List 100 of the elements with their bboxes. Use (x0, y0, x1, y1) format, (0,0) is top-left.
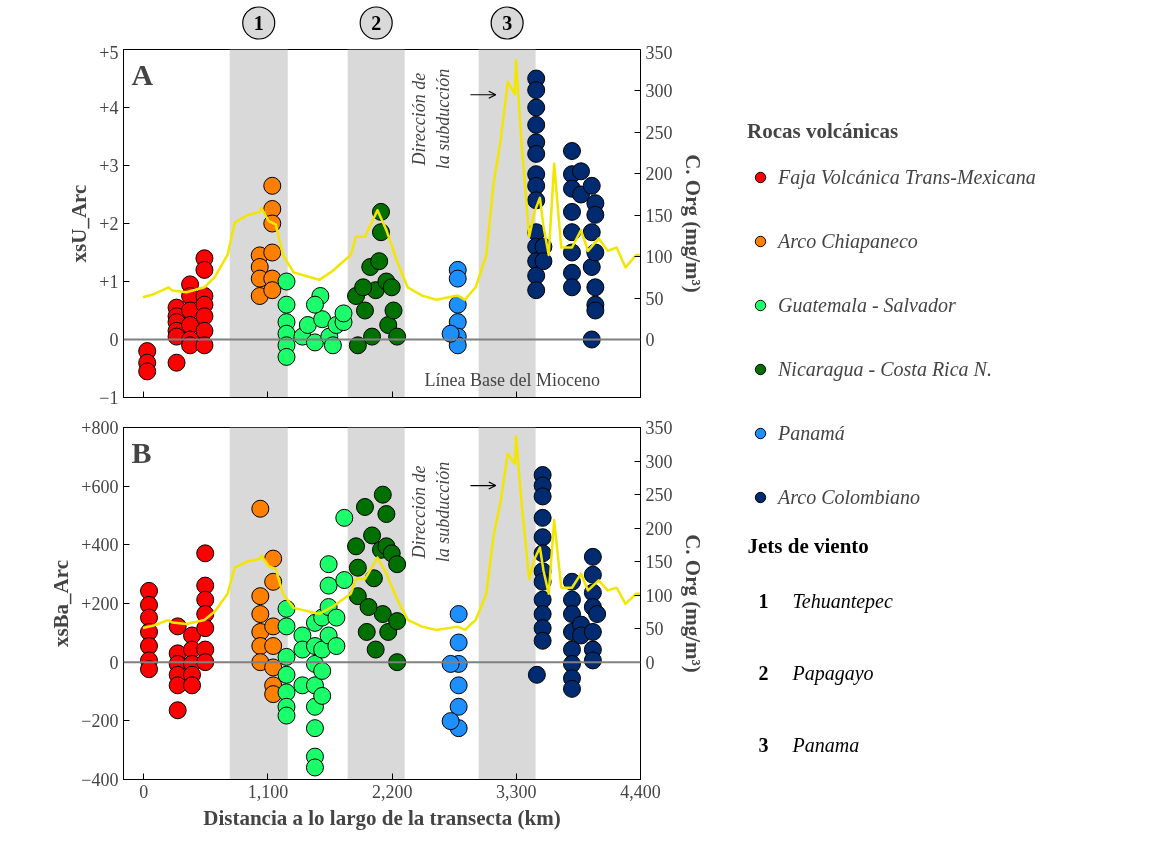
point (384, 301, 403, 320)
point (583, 622, 602, 641)
point (183, 676, 202, 695)
x-tick-label: 0 (139, 781, 149, 802)
point (449, 676, 468, 695)
point (562, 590, 581, 609)
legend-title: Jets de viento (747, 533, 869, 558)
x-tick-label: 1,100 (247, 781, 289, 802)
y-tick-label: +400 (81, 535, 119, 556)
legend-label: Faja Volcánica Trans-Mexicana (778, 165, 1036, 189)
x-axis-title: Distancia a lo largo de la transecta (km) (203, 805, 561, 830)
point (388, 612, 407, 631)
point (347, 537, 366, 556)
y2-tick-label: 350 (645, 42, 673, 63)
point (263, 176, 282, 195)
point (527, 144, 546, 163)
y-tick-label: +800 (81, 418, 119, 438)
point (335, 508, 354, 527)
text: Papagayo (791, 661, 874, 685)
point (364, 569, 383, 588)
point (335, 571, 354, 590)
y-tick-label: −400 (81, 770, 119, 790)
point (277, 272, 296, 291)
point (305, 295, 324, 314)
point (582, 258, 601, 276)
band-label: 1 (253, 12, 264, 34)
y-tick-label: −1 (99, 388, 119, 408)
point (449, 633, 468, 652)
point (534, 252, 553, 271)
y2-tick-label: 50 (645, 619, 664, 640)
point (527, 115, 546, 134)
y-tick-label: −200 (81, 711, 119, 732)
point (527, 98, 546, 117)
y-tick-label: 0 (109, 652, 119, 673)
y2-tick-label: 350 (645, 418, 673, 438)
point (388, 555, 407, 574)
point (449, 605, 468, 624)
point (448, 269, 467, 288)
point (195, 321, 214, 340)
point (377, 505, 396, 524)
point (373, 605, 392, 624)
y2-tick-label: 0 (645, 330, 655, 350)
point (533, 631, 552, 650)
text: 2 (758, 661, 769, 684)
point (527, 176, 546, 195)
point (196, 590, 215, 609)
y2-tick-label: 200 (645, 164, 673, 185)
annotation: B (131, 435, 152, 469)
point (195, 307, 214, 326)
point (277, 347, 296, 366)
x-tick-label: 4,400 (620, 781, 661, 802)
point (562, 263, 581, 282)
point (305, 719, 324, 738)
y-tick-label: 0 (109, 330, 119, 350)
annotation: Dirección de la subducción (408, 461, 453, 563)
point (277, 665, 296, 684)
point (359, 598, 378, 616)
point (527, 81, 546, 100)
point (263, 281, 282, 300)
point (586, 301, 605, 320)
point (313, 310, 332, 329)
point (355, 498, 374, 516)
y-axis-title: xsU_Arc (67, 184, 92, 263)
point (366, 640, 385, 659)
legend-label: Nicaragua - Costa Rica N. (778, 357, 992, 381)
text: Tehuantepec (792, 589, 893, 613)
point (382, 278, 401, 297)
point (298, 316, 317, 334)
point (140, 660, 159, 679)
point (168, 701, 187, 720)
point (583, 565, 602, 584)
point (572, 162, 591, 181)
point (582, 223, 601, 242)
legend-label: Arco Chiapaneco (778, 229, 918, 253)
legend-title: Rocas volcánicas (747, 119, 900, 144)
point (313, 686, 332, 705)
y2-tick-label: 100 (645, 585, 673, 606)
point (334, 304, 353, 323)
point (327, 608, 346, 627)
point (251, 499, 270, 518)
point (449, 697, 468, 716)
point (588, 605, 607, 624)
annotation: Dirección de la subducción (408, 68, 453, 170)
y-axis-title: xsBa_Arc (49, 559, 74, 648)
y-tick-label: +4 (99, 98, 119, 118)
y2-tick-label: 250 (645, 485, 673, 506)
y2-tick-label: 0 (645, 652, 655, 673)
point (196, 544, 215, 563)
point (277, 295, 296, 314)
point (562, 202, 581, 221)
y-tick-label: +2 (99, 214, 119, 234)
point (348, 558, 367, 577)
point (277, 617, 296, 636)
point (562, 278, 581, 297)
y-tick-label: +3 (99, 156, 119, 176)
point (195, 260, 214, 279)
legend-label: Arco Colombiano (778, 485, 921, 509)
point (363, 526, 382, 545)
point (370, 252, 389, 271)
point (138, 362, 157, 381)
